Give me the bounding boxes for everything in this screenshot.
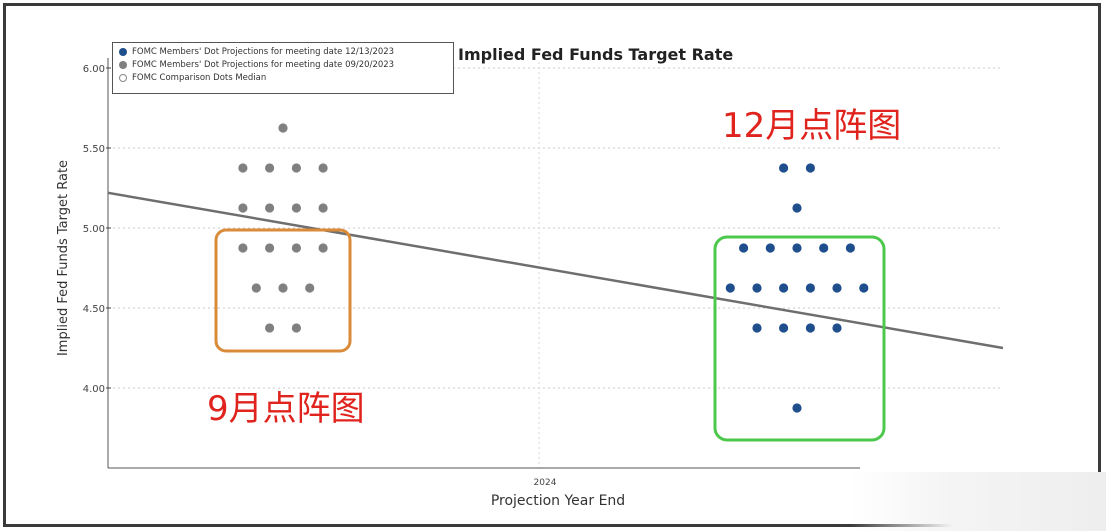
chart-title: Implied Fed Funds Target Rate — [458, 45, 734, 64]
sep-dot-plot-annotation: 9月点阵图 — [207, 389, 365, 429]
legend-item-sep: FOMC Members' Dot Projections for meetin… — [113, 58, 453, 71]
dec-dot-4.375-4 — [832, 323, 842, 333]
x-tick-label-2024: 2024 — [534, 478, 557, 488]
sep-dot-4.875-2 — [265, 243, 275, 253]
y-tick-5.00: 5.00 — [83, 224, 105, 235]
dec-dot-4.875-3 — [792, 243, 802, 253]
sep-dot-5.375-2 — [265, 163, 275, 173]
trend-line — [107, 191, 1004, 350]
sep-dot-5.375-3 — [291, 163, 301, 173]
legend-marker-dec — [119, 47, 127, 56]
dec-dot-5.375-1 — [779, 163, 789, 173]
grid-lines — [108, 62, 1003, 468]
dec-dot-4.625-4 — [805, 283, 816, 293]
axes — [107, 58, 860, 469]
sep-dot-4.375-1 — [265, 323, 275, 333]
y-tick-labels: 4.00 4.50 5.00 5.50 6.00 — [83, 64, 111, 395]
sep-dot-5.125-1 — [238, 203, 248, 213]
dec-dot-4.875-1 — [739, 243, 749, 253]
median-trend-line — [107, 191, 1004, 350]
y-tick-4.00: 4.00 — [83, 384, 105, 395]
sep-dot-4.375-2 — [291, 323, 301, 333]
sep-dot-5.125-3 — [291, 203, 301, 213]
chart-legend: FOMC Members' Dot Projections for meetin… — [112, 42, 454, 94]
sep-dot-4.875-1 — [238, 243, 248, 253]
dec-dot-4.875-4 — [819, 243, 829, 253]
dec-highlight-box — [713, 235, 886, 442]
y-tick-4.50: 4.50 — [83, 304, 105, 315]
sep-dot-5.625-1 — [278, 123, 288, 133]
legend-label-median: FOMC Comparison Dots Median — [132, 72, 267, 83]
legend-item-median: FOMC Comparison Dots Median — [113, 71, 453, 84]
legend-marker-median — [119, 73, 127, 82]
legend-label-dec: FOMC Members' Dot Projections for meetin… — [132, 46, 395, 57]
legend-label-sep: FOMC Members' Dot Projections for meetin… — [132, 59, 395, 70]
dec-dot-4.625-5 — [832, 283, 842, 293]
sep-dot-4.625-1 — [251, 283, 261, 293]
y-tick-5.50: 5.50 — [83, 144, 105, 155]
sep-dot-5.375-1 — [238, 163, 248, 173]
sep-dot-5.375-4 — [318, 163, 328, 173]
dot-projections — [238, 123, 869, 413]
sep-dot-5.125-2 — [265, 203, 275, 213]
dec-dot-4.875-2 — [765, 243, 775, 253]
dec-dot-4.625-3 — [779, 283, 789, 293]
sep-dot-5.125-4 — [318, 203, 328, 213]
dec-dot-4.625-1 — [725, 283, 735, 293]
sep-dot-4.625-3 — [305, 283, 315, 293]
legend-item-dec: FOMC Members' Dot Projections for meetin… — [113, 45, 453, 58]
dec-dot-4.875-5 — [845, 243, 856, 253]
dec-dot-4.375-2 — [779, 323, 789, 333]
highlight-boxes — [214, 228, 886, 442]
dec-dot-5.375-2 — [805, 163, 816, 173]
dec-dot-5.125-1 — [792, 203, 802, 213]
x-axis-label: Projection Year End — [491, 493, 625, 509]
sep-dot-4.875-4 — [318, 243, 328, 253]
corner-fade — [850, 472, 1106, 531]
dec-dot-4.625-6 — [859, 283, 869, 293]
dec-dot-4.375-1 — [752, 323, 762, 333]
dec-dot-plot-annotation: 12月点阵图 — [722, 106, 902, 146]
dec-dot-4.625-2 — [752, 283, 762, 293]
y-tick-6.00: 6.00 — [83, 64, 105, 75]
sep-dot-4.875-3 — [291, 243, 301, 253]
dec-dot-3.875-1 — [792, 403, 802, 413]
sep-highlight-box — [214, 228, 352, 353]
dec-dot-4.375-3 — [805, 323, 816, 333]
sep-dot-4.625-2 — [278, 283, 288, 293]
legend-marker-sep — [119, 60, 127, 69]
y-axis-label: Implied Fed Funds Target Rate — [56, 160, 71, 356]
